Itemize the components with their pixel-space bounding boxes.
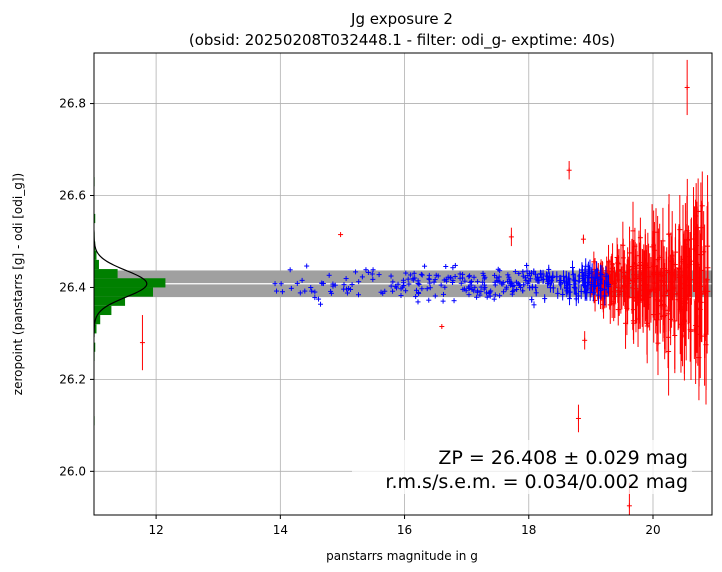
x-tick-label: 12: [148, 523, 163, 537]
x-axis-ticks: 12 14 16 18 20: [148, 515, 661, 537]
magnitude-histogram: [94, 177, 166, 426]
y-tick-label: 26.0: [59, 464, 86, 478]
histogram-bar: [94, 305, 112, 316]
x-tick-label: 14: [273, 523, 288, 537]
histogram-bar: [94, 213, 96, 224]
histogram-bar: [94, 296, 126, 306]
x-tick-label: 16: [397, 523, 412, 537]
zp-annotation-line-2: r.m.s/s.e.m. = 0.034/0.002 mag: [385, 471, 688, 493]
plot-border: [93, 52, 713, 516]
y-tick-label: 26.8: [59, 97, 86, 111]
chart-title: Jg exposure 2: [350, 10, 453, 28]
y-tick-label: 26.4: [59, 280, 86, 294]
plot-frame: [93, 52, 713, 516]
gaussian-curve: [94, 230, 148, 338]
zp-annotation-line-1: ZP = 26.408 ± 0.029 mag: [438, 447, 688, 469]
histogram-bar: [94, 278, 166, 288]
x-axis-label: panstarrs magnitude in g: [326, 549, 478, 563]
histogram-bar: [94, 287, 154, 297]
y-axis-label: zeropoint (panstarrs [g] - odi [odi_g]): [11, 173, 25, 395]
histogram-bar: [94, 324, 97, 334]
good-points: [272, 258, 611, 309]
histogram-bar: [94, 315, 101, 325]
y-axis-ticks: 26.0 26.2 26.4 26.6 26.8: [59, 97, 94, 478]
x-tick-label: 20: [645, 523, 660, 537]
histogram-bar: [94, 250, 97, 260]
histogram-bar: [94, 259, 99, 270]
y-tick-label: 26.6: [59, 189, 86, 203]
x-tick-label: 18: [521, 523, 536, 537]
chart-subtitle: (obsid: 20250208T032448.1 - filter: odi_…: [189, 31, 615, 50]
histogram-bar: [94, 342, 96, 352]
zp-annotation-box: ZP = 26.408 ± 0.029 mag r.m.s/s.e.m. = 0…: [352, 440, 692, 494]
histogram-bar: [94, 269, 118, 279]
gaussian-path: [94, 230, 148, 338]
y-tick-label: 26.2: [59, 372, 86, 386]
